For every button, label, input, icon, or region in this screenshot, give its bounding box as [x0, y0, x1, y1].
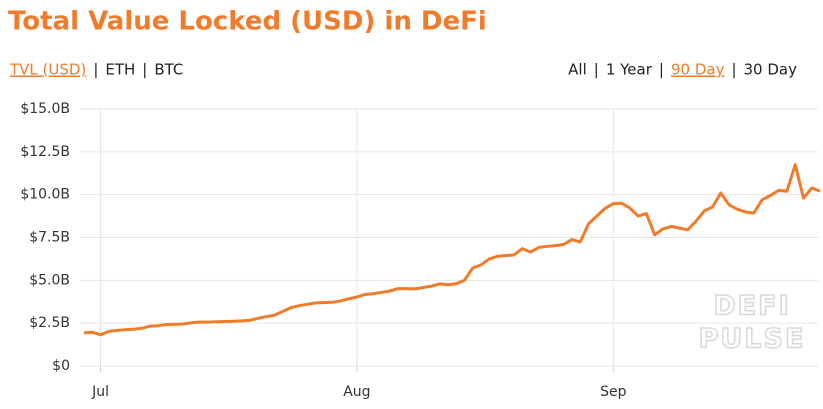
nav-separator: | — [93, 61, 98, 79]
y-tick-label: $10.0B — [20, 187, 70, 203]
watermark-text: PULSE — [699, 324, 806, 355]
nav-link[interactable]: 90 Day — [671, 61, 725, 79]
tvl-line — [83, 163, 821, 337]
nav-separator: | — [594, 61, 599, 79]
nav-link[interactable]: TVL (USD) — [9, 61, 86, 79]
x-tick-label: Jul — [91, 384, 109, 400]
nav-separator: | — [659, 61, 664, 79]
nav-link[interactable]: 30 Day — [744, 61, 798, 79]
nav-separator: | — [731, 61, 736, 79]
y-tick-label: $0 — [52, 358, 70, 374]
y-tick-label: $12.5B — [20, 144, 70, 160]
nav-link[interactable]: ETH — [105, 61, 135, 79]
y-tick-label: $5.0B — [29, 272, 70, 288]
y-tick-label: $2.5B — [29, 315, 70, 331]
page-title: Total Value Locked (USD) in DeFi — [8, 7, 487, 37]
nav-link[interactable]: All — [568, 61, 587, 79]
nav: TVL (USD) | ETH | BTC All | 1 Year | 90 Day | 30 Da… — [9, 61, 797, 79]
x-tick-label: Sep — [600, 384, 627, 400]
nav-link[interactable]: 1 Year — [606, 61, 653, 79]
x-tick-label: Aug — [343, 384, 370, 400]
watermark-text: DEFI — [713, 291, 790, 322]
nav-separator: | — [142, 61, 147, 79]
y-tick-label: $15.0B — [20, 101, 70, 117]
y-tick-label: $7.5B — [29, 230, 70, 246]
nav-link[interactable]: BTC — [154, 61, 183, 79]
